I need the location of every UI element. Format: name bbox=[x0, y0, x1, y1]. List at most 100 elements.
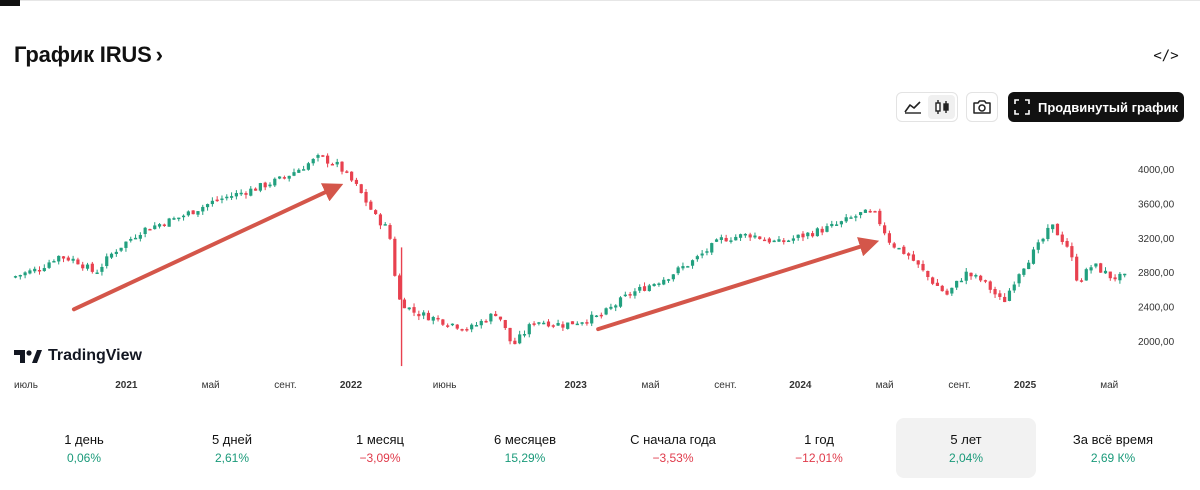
candle-body bbox=[676, 267, 680, 274]
period-1m[interactable]: 1 месяц −3,09% bbox=[310, 418, 450, 478]
period-1y[interactable]: 1 год −12,01% bbox=[749, 418, 889, 478]
period-change: −3,09% bbox=[359, 450, 401, 465]
candle-body bbox=[129, 238, 133, 241]
candle-body bbox=[277, 176, 282, 179]
candle-body bbox=[1046, 227, 1050, 239]
x-axis-tick-label: июль bbox=[14, 380, 38, 391]
candle-body bbox=[959, 280, 964, 283]
period-5d[interactable]: 5 дней 2,61% bbox=[162, 418, 302, 478]
candle-body bbox=[450, 323, 455, 326]
price-chart[interactable]: 4000,00 3600,00 3200,00 2800,00 2400,00 2000,… bbox=[0, 130, 1200, 402]
period-5y[interactable]: 5 лет 2,04% bbox=[896, 418, 1036, 478]
candle-body bbox=[513, 340, 517, 345]
candle-body bbox=[964, 271, 968, 281]
candle-body bbox=[998, 293, 1002, 297]
candle-body bbox=[887, 233, 892, 243]
candle-body bbox=[1123, 273, 1127, 276]
x-axis-tick-label: май bbox=[642, 380, 660, 391]
candle-body bbox=[556, 323, 560, 326]
y-axis-tick-label: 3600,00 bbox=[1138, 199, 1175, 210]
camera-icon bbox=[973, 100, 991, 114]
candle-body bbox=[354, 179, 359, 184]
candle-body bbox=[263, 182, 267, 188]
candle-body bbox=[868, 210, 872, 213]
candle-body bbox=[90, 263, 94, 272]
candle-body bbox=[460, 329, 464, 331]
candle-body bbox=[979, 275, 983, 281]
candle-body bbox=[825, 226, 829, 232]
candle-body bbox=[859, 212, 863, 216]
candle-body bbox=[306, 163, 311, 170]
candle-body bbox=[18, 274, 22, 277]
candle-body bbox=[474, 325, 479, 327]
candle-body bbox=[378, 214, 383, 226]
candle-body bbox=[1108, 271, 1112, 279]
candle-body bbox=[1036, 242, 1040, 250]
candle-body bbox=[935, 282, 940, 286]
candle-body bbox=[628, 294, 632, 296]
candle-body bbox=[791, 238, 795, 241]
candle-body bbox=[66, 257, 70, 261]
candle-body bbox=[911, 254, 916, 261]
period-change: 2,04% bbox=[948, 450, 984, 465]
candle-body bbox=[153, 225, 157, 230]
candle-body bbox=[1003, 296, 1007, 303]
candle-body bbox=[162, 224, 166, 226]
period-all[interactable]: За всё время 2,69 К% bbox=[1043, 418, 1183, 478]
candle-body bbox=[23, 272, 27, 276]
area-chart-icon bbox=[903, 101, 921, 114]
candle-body bbox=[705, 251, 709, 253]
period-ytd[interactable]: С начала года −3,53% bbox=[603, 418, 743, 478]
candle-body bbox=[921, 263, 925, 271]
candle-body bbox=[671, 274, 675, 280]
candle-body bbox=[143, 227, 147, 235]
candle-body bbox=[273, 178, 277, 186]
tradingview-watermark: TradingView bbox=[14, 347, 142, 365]
candle-body bbox=[95, 272, 99, 275]
candle-body bbox=[1060, 234, 1064, 242]
candle-body bbox=[537, 322, 541, 324]
candle-body bbox=[782, 240, 786, 243]
candle-body bbox=[614, 305, 618, 308]
candle-body bbox=[594, 315, 599, 318]
chart-title-link[interactable]: График IRUS › bbox=[14, 42, 163, 68]
candle-body bbox=[695, 256, 699, 260]
x-axis-tick-label: 2025 bbox=[1014, 380, 1037, 391]
candle-body bbox=[340, 161, 344, 172]
top-nav-stub bbox=[0, 0, 20, 6]
candle-body bbox=[71, 258, 75, 261]
candle-body bbox=[1012, 284, 1016, 291]
period-6m[interactable]: 6 месяцев 15,29% bbox=[455, 418, 595, 478]
candle-body bbox=[268, 184, 272, 187]
period-change: 15,29% bbox=[504, 450, 546, 465]
candle-body bbox=[1079, 280, 1084, 282]
candle-body bbox=[172, 218, 176, 220]
candle-body bbox=[652, 284, 656, 287]
period-1d[interactable]: 1 день 0,06% bbox=[14, 418, 154, 478]
x-axis-tick-label: май bbox=[1100, 380, 1118, 391]
line-chart-button[interactable] bbox=[899, 95, 926, 119]
embed-code-button[interactable]: </> bbox=[1153, 44, 1179, 68]
candle-body bbox=[700, 253, 704, 256]
candle-body bbox=[177, 217, 181, 220]
candle-body bbox=[1031, 249, 1036, 264]
candle-body bbox=[109, 253, 114, 258]
candle-body bbox=[585, 322, 589, 324]
code-icon: </> bbox=[1153, 48, 1179, 64]
candle-body bbox=[422, 312, 426, 316]
candle-body bbox=[916, 260, 920, 265]
advanced-chart-button[interactable]: Продвинутый график bbox=[1008, 92, 1184, 122]
candle-body bbox=[47, 262, 51, 268]
candle-body bbox=[854, 216, 858, 218]
candle-body bbox=[883, 225, 887, 234]
period-change: 0,06% bbox=[66, 450, 102, 465]
candle-body bbox=[810, 233, 815, 237]
screenshot-button[interactable] bbox=[966, 92, 998, 122]
candle-chart-button[interactable] bbox=[928, 95, 955, 119]
candle-body bbox=[61, 256, 66, 259]
candle-body bbox=[1051, 224, 1055, 230]
candle-body bbox=[181, 215, 186, 218]
trend-arrow-annotation bbox=[596, 237, 880, 332]
candle-body bbox=[734, 236, 738, 241]
candle-body bbox=[743, 233, 747, 236]
